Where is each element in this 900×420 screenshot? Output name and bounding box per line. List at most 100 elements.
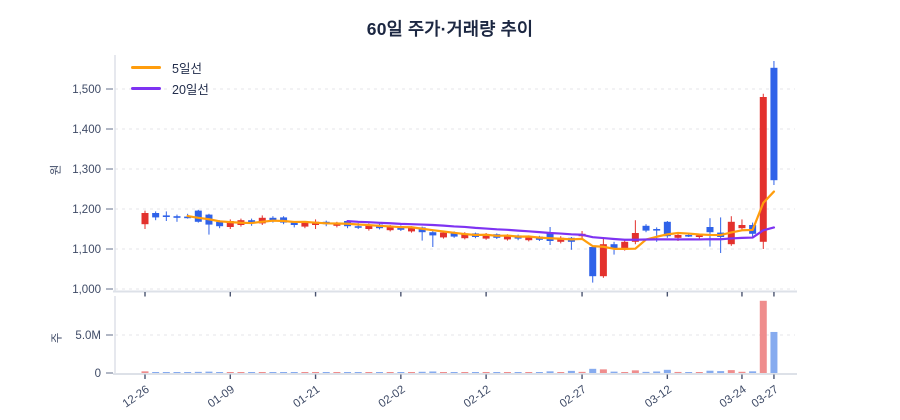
volume-bar — [717, 371, 725, 373]
volume-bar — [216, 372, 224, 373]
volume-bar — [280, 372, 288, 373]
volume-bar — [663, 369, 671, 373]
ma5-legend-label: 5일선 — [172, 61, 202, 76]
candle-body — [642, 225, 650, 231]
legend-item-ma20: 20일선 — [131, 80, 209, 97]
candle-body — [599, 244, 607, 277]
candle-body — [589, 247, 597, 277]
chart-title: 60일 주가·거래량 추이 — [366, 19, 534, 39]
price-tick-label: 1,100 — [72, 244, 101, 256]
volume-bar — [365, 372, 373, 373]
volume-bar — [535, 372, 543, 373]
volume-bar — [578, 371, 586, 373]
price-tick-label: 1,400 — [72, 124, 101, 136]
volume-bar — [162, 372, 170, 373]
volume-bar — [344, 372, 352, 373]
volume-bar — [631, 370, 639, 373]
volume-bar — [599, 369, 607, 373]
volume-bar — [226, 372, 234, 373]
candle-body — [439, 232, 447, 238]
volume-bar — [290, 372, 298, 373]
date-tick-label: 01-09 — [206, 384, 237, 411]
volume-bar — [674, 371, 682, 373]
ma5-line — [186, 190, 776, 250]
date-tick-label: 01-21 — [291, 384, 322, 411]
candle-body — [248, 220, 256, 224]
volume-bar — [397, 372, 405, 373]
volume-bar — [408, 372, 415, 373]
volume-bar — [642, 371, 650, 373]
candle-body — [759, 97, 767, 242]
candle-body — [162, 215, 170, 217]
candle-body — [525, 236, 533, 241]
candle-body — [770, 67, 778, 181]
candle-body — [141, 213, 149, 225]
volume-bar — [749, 371, 757, 373]
candle-body — [269, 217, 277, 221]
candle-body — [152, 213, 160, 218]
candle-body — [226, 221, 234, 227]
date-tick-label: 03-12 — [643, 384, 674, 411]
ma5-line-swatch — [131, 65, 161, 69]
volume-bar — [610, 371, 618, 373]
volume-bar — [450, 372, 458, 373]
volume-bar — [258, 372, 266, 373]
volume-bar — [738, 371, 746, 373]
volume-bar — [653, 371, 661, 373]
date-tick-label: 02-27 — [558, 384, 589, 411]
price-tick-label: 1,500 — [72, 84, 101, 96]
date-tick-label: 02-02 — [377, 384, 408, 411]
ma20-line — [346, 220, 776, 241]
volume-bar — [525, 372, 533, 373]
volume-bar — [567, 370, 575, 373]
volume-bar — [333, 372, 341, 373]
candle-body — [333, 223, 341, 226]
candle-body — [546, 233, 554, 241]
volume-tick-label: 0 — [95, 368, 101, 380]
candle-body — [738, 225, 746, 229]
date-tick-label: 03-27 — [750, 384, 781, 411]
volume-bar — [493, 372, 501, 373]
volume-bar — [461, 372, 469, 373]
candle-body — [429, 232, 437, 236]
volume-bar — [621, 372, 629, 373]
candle-body — [365, 224, 373, 229]
volume-bar — [173, 372, 181, 373]
candle-body — [653, 229, 661, 231]
volume-bar — [557, 372, 565, 373]
candle-body — [354, 226, 362, 228]
volume-bar — [386, 372, 394, 373]
volume-bar — [141, 371, 149, 373]
chart-legend: 5일선 20일선 — [131, 59, 209, 97]
candle-body — [461, 233, 469, 239]
volume-bar — [418, 371, 426, 373]
volume-bar — [695, 372, 703, 373]
volume-bar — [194, 371, 202, 373]
price-tick-label: 1,000 — [72, 284, 101, 296]
volume-bar — [184, 372, 192, 373]
ma20-line-swatch — [131, 86, 161, 90]
candle-body — [631, 233, 639, 242]
date-tick-label: 12-26 — [121, 384, 152, 411]
candle-body — [695, 235, 703, 237]
price-tick-label: 1,300 — [72, 164, 101, 176]
candle-body — [674, 235, 682, 238]
price-tick-label: 1,200 — [72, 204, 101, 216]
volume-bar — [759, 300, 767, 373]
volume-bar — [770, 331, 778, 373]
volume-bar — [301, 372, 309, 373]
volume-bar — [322, 372, 330, 373]
volume-bar — [205, 371, 213, 373]
candle-body — [706, 227, 714, 233]
volume-bar — [685, 372, 693, 373]
volume-bar — [589, 368, 597, 373]
volume-bar — [503, 372, 511, 373]
candle-body — [482, 234, 490, 239]
candle-body — [503, 235, 511, 240]
date-tick-label: 03-24 — [718, 383, 749, 410]
candle-body — [621, 241, 629, 249]
candle-body — [216, 221, 224, 227]
volume-bar — [248, 372, 256, 373]
